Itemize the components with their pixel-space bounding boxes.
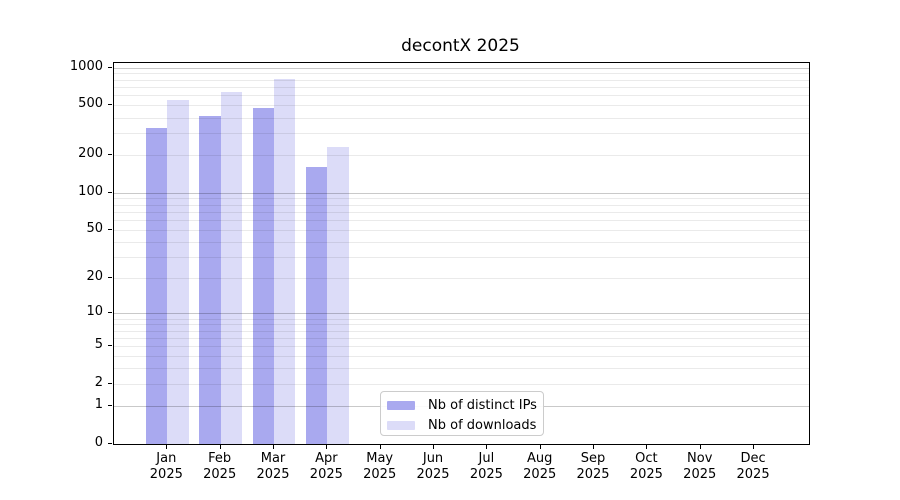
x-tick-mark (326, 445, 328, 449)
x-tick-label: Aug 2025 (523, 451, 557, 482)
x-tick-label: May 2025 (363, 451, 397, 482)
gridline-minor (114, 346, 809, 348)
y-tick-mark (108, 228, 112, 230)
x-tick-label: Feb 2025 (203, 451, 237, 482)
x-tick-mark (273, 445, 274, 449)
bar-downloads-apr (327, 146, 349, 444)
bar-downloads-mar (274, 79, 296, 444)
bar-distinct-ips-feb (199, 116, 221, 444)
y-tick-label: 2 (94, 375, 103, 391)
x-tick-label: Jan 2025 (149, 451, 183, 482)
y-tick-mark (108, 191, 112, 193)
x-tick-mark (646, 445, 648, 449)
gridline-minor (114, 198, 809, 200)
x-tick-label: Oct 2025 (629, 451, 663, 482)
x-tick-mark (219, 445, 221, 449)
bar-distinct-ips-jan (146, 127, 168, 444)
y-tick-label: 50 (86, 220, 103, 236)
gridline-minor (114, 324, 809, 326)
y-tick-mark (108, 345, 112, 347)
legend-item-downloads: Nb of downloads (387, 415, 537, 435)
gridline-minor (114, 133, 809, 135)
x-tick-mark (433, 445, 435, 449)
legend-swatch-downloads (387, 420, 415, 430)
y-tick-mark (108, 405, 112, 407)
y-tick-mark (108, 443, 112, 444)
y-tick-mark (108, 383, 112, 385)
x-tick-label: Jun 2025 (416, 451, 450, 482)
bars-layer (114, 63, 809, 444)
gridline-minor (114, 95, 809, 97)
y-tick-label: 1 (94, 397, 103, 413)
gridline-major (114, 192, 809, 194)
gridline-minor (114, 278, 809, 280)
gridline-minor (114, 256, 809, 258)
gridline-minor (114, 318, 809, 320)
gridline-minor (114, 73, 809, 75)
plot-area: Nb of distinct IPs Nb of downloads (113, 62, 810, 445)
gridline-minor (114, 368, 809, 370)
x-tick-label: Apr 2025 (309, 451, 343, 482)
legend-swatch-distinct-ips (387, 400, 415, 410)
gridline-minor (114, 79, 809, 81)
y-tick-label: 5 (94, 337, 103, 353)
legend-label-downloads: Nb of downloads (428, 417, 537, 433)
y-tick-mark (108, 154, 112, 156)
y-tick-mark (108, 104, 112, 106)
gridline-major (114, 67, 809, 69)
y-tick-mark (108, 66, 112, 68)
x-tick-mark (539, 445, 541, 449)
bar-distinct-ips-apr (306, 166, 328, 444)
y-tick-mark (108, 312, 112, 314)
x-tick-mark (379, 445, 381, 449)
bar-downloads-feb (220, 91, 242, 444)
gridline-minor (114, 229, 809, 231)
gridline-minor (114, 87, 809, 89)
gridline-minor (114, 204, 809, 206)
x-tick-mark (699, 445, 701, 449)
legend-label-distinct-ips: Nb of distinct IPs (428, 397, 537, 413)
gridline-minor (114, 117, 809, 119)
gridline-minor (114, 220, 809, 222)
y-tick-label: 100 (78, 183, 103, 199)
gridline-minor (114, 155, 809, 157)
y-tick-label: 0 (94, 435, 103, 450)
x-tick-label: Jul 2025 (469, 451, 503, 482)
gridline-minor (114, 384, 809, 386)
y-tick-label: 200 (78, 146, 103, 162)
gridline-minor (114, 330, 809, 332)
x-tick-mark (166, 445, 168, 449)
gridline-minor (114, 241, 809, 243)
y-tick-label: 20 (86, 269, 103, 285)
x-tick-mark (486, 445, 488, 449)
y-tick-mark (108, 277, 112, 279)
x-tick-label: Mar 2025 (256, 451, 290, 482)
gridline-minor (114, 338, 809, 339)
chart-title: decontX 2025 (401, 36, 520, 56)
x-tick-label: Sep 2025 (576, 451, 610, 482)
gridline-major (114, 313, 809, 315)
gridline-minor (114, 105, 809, 107)
gridlines-layer (114, 63, 809, 444)
y-tick-label: 500 (78, 96, 103, 112)
y-tick-label: 1000 (69, 58, 103, 74)
x-tick-label: Dec 2025 (736, 451, 770, 482)
gridline-minor (114, 211, 809, 213)
bar-distinct-ips-mar (252, 108, 274, 444)
bar-downloads-jan (167, 99, 189, 444)
legend-item-distinct-ips: Nb of distinct IPs (387, 395, 537, 415)
x-tick-mark (753, 445, 755, 449)
x-tick-mark (593, 445, 595, 449)
gridline-minor (114, 356, 809, 358)
x-tick-label: Nov 2025 (683, 451, 717, 482)
y-tick-label: 10 (86, 304, 103, 320)
legend: Nb of distinct IPs Nb of downloads (380, 391, 544, 436)
